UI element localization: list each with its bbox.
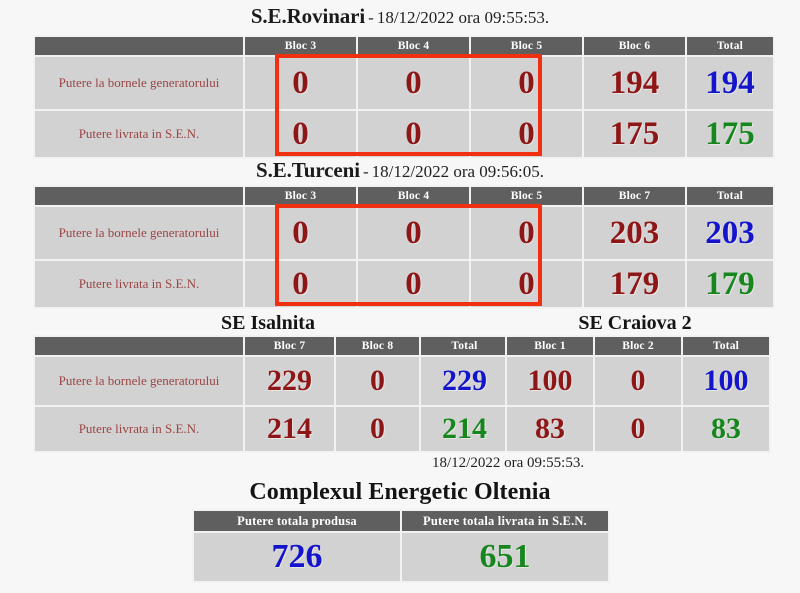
cell-bloc5: 0 (471, 207, 582, 259)
cell-total-produced: 726 (194, 533, 400, 581)
col-header-bloc7: Bloc 7 (584, 187, 685, 205)
cell-bloc6: 194 (584, 57, 685, 109)
table-row: Putere la bornele generatorului 0 0 0 19… (35, 57, 773, 109)
col-header-blank (35, 187, 243, 205)
col-header-total-produced: Putere totala produsa (194, 511, 400, 531)
summary-title: Complexul Energetic Oltenia (0, 479, 800, 506)
cell-bloc7: 203 (584, 207, 685, 259)
cell-bloc4: 0 (358, 111, 469, 157)
table-rovinari: Bloc 3 Bloc 4 Bloc 5 Bloc 6 Total Putere… (33, 35, 775, 159)
station-name: SE Craiova 2 (578, 312, 692, 334)
col-header-total: Total (687, 37, 773, 55)
col-header-bloc3: Bloc 3 (245, 187, 356, 205)
cell-total: 175 (687, 111, 773, 157)
row-label-delivered: Putere livrata in S.E.N. (35, 111, 243, 157)
cell-bloc1: 100 (507, 357, 593, 405)
table-row: 83 0 83 (507, 407, 769, 451)
cell-total: 203 (687, 207, 773, 259)
cell-bloc5: 0 (471, 57, 582, 109)
cell-bloc3: 0 (245, 207, 356, 259)
cell-bloc4: 0 (358, 261, 469, 307)
section-timestamp: 18/12/2022 ora 09:56:05. (371, 162, 544, 181)
cell-bloc5: 0 (471, 111, 582, 157)
cell-bloc5: 0 (471, 261, 582, 307)
col-header-blank (35, 337, 243, 355)
title-separator: - (362, 162, 369, 181)
col-header-bloc4: Bloc 4 (358, 37, 469, 55)
cell-bloc1: 83 (507, 407, 593, 451)
col-header-bloc4: Bloc 4 (358, 187, 469, 205)
cell-total: 83 (683, 407, 769, 451)
table-header-row: Bloc 1 Bloc 2 Total (507, 337, 769, 355)
col-header-blank (35, 37, 243, 55)
table-row: Putere la bornele generatorului 0 0 0 20… (35, 207, 773, 259)
section-title-craiova2: SE Craiova 2 (505, 312, 765, 335)
col-header-total: Total (683, 337, 769, 355)
table-header-row: Bloc 3 Bloc 4 Bloc 5 Bloc 6 Total (35, 37, 773, 55)
row-label-delivered: Putere livrata in S.E.N. (35, 261, 243, 307)
table-summary: Putere totala produsa Putere totala livr… (192, 509, 610, 583)
station-name: S.E.Turceni (256, 158, 360, 182)
col-header-total: Total (421, 337, 508, 355)
cell-bloc7: 214 (245, 407, 334, 451)
title-separator: - (368, 8, 374, 27)
table-row: Putere livrata in S.E.N. 0 0 0 179 179 (35, 261, 773, 307)
cell-total: 229 (421, 357, 508, 405)
cell-bloc7: 229 (245, 357, 334, 405)
table-row: Putere livrata in S.E.N. 214 0 214 (35, 407, 508, 451)
table-row: 726 651 (194, 533, 608, 581)
table-header-row: Bloc 3 Bloc 4 Bloc 5 Bloc 7 Total (35, 187, 773, 205)
section-title-isalnita: SE Isalnita (33, 312, 503, 335)
col-header-bloc3: Bloc 3 (245, 37, 356, 55)
cell-bloc4: 0 (358, 207, 469, 259)
row-label-delivered: Putere livrata in S.E.N. (35, 407, 243, 451)
col-header-bloc2: Bloc 2 (595, 337, 681, 355)
station-name: SE Isalnita (221, 312, 315, 334)
cell-bloc6: 175 (584, 111, 685, 157)
cell-total: 100 (683, 357, 769, 405)
section-timestamp: 18/12/2022 ora 09:55:53. (376, 8, 550, 27)
col-header-bloc1: Bloc 1 (507, 337, 593, 355)
cell-total: 214 (421, 407, 508, 451)
table-header-row: Bloc 7 Bloc 8 Total (35, 337, 508, 355)
cell-bloc3: 0 (245, 261, 356, 307)
col-header-total: Total (687, 187, 773, 205)
table-isalnita: Bloc 7 Bloc 8 Total Putere la bornele ge… (33, 335, 510, 453)
cell-bloc8: 0 (336, 357, 419, 405)
company-name: Complexul Energetic Oltenia (249, 479, 551, 505)
col-header-bloc7: Bloc 7 (245, 337, 334, 355)
section-title-turceni: S.E.Turceni -18/12/2022 ora 09:56:05. (0, 158, 800, 183)
col-header-bloc5: Bloc 5 (471, 187, 582, 205)
summary-timestamp: 18/12/2022 ora 09:55:53. (432, 455, 585, 471)
cell-bloc4: 0 (358, 57, 469, 109)
cell-bloc3: 0 (245, 111, 356, 157)
table-row: Putere la bornele generatorului 229 0 22… (35, 357, 508, 405)
cell-bloc2: 0 (595, 357, 681, 405)
col-header-total-delivered: Putere totala livrata in S.E.N. (402, 511, 608, 531)
table-row: Putere livrata in S.E.N. 0 0 0 175 175 (35, 111, 773, 157)
station-name: S.E.Rovinari (250, 4, 366, 28)
row-label-generator: Putere la bornele generatorului (35, 357, 243, 405)
row-label-generator: Putere la bornele generatorului (35, 57, 243, 109)
cell-bloc7: 179 (584, 261, 685, 307)
table-header-row: Putere totala produsa Putere totala livr… (194, 511, 608, 531)
cell-bloc8: 0 (336, 407, 419, 451)
cell-total: 194 (687, 57, 773, 109)
cell-bloc3: 0 (245, 57, 356, 109)
cell-total: 179 (687, 261, 773, 307)
col-header-bloc8: Bloc 8 (336, 337, 419, 355)
table-turceni: Bloc 3 Bloc 4 Bloc 5 Bloc 7 Total Putere… (33, 185, 775, 309)
row-label-generator: Putere la bornele generatorului (35, 207, 243, 259)
col-header-bloc5: Bloc 5 (471, 37, 582, 55)
table-row: 100 0 100 (507, 357, 769, 405)
cell-total-delivered: 651 (402, 533, 608, 581)
col-header-bloc6: Bloc 6 (584, 37, 685, 55)
section-title-rovinari: S.E.Rovinari -18/12/2022 ora 09:55:53. (0, 4, 800, 29)
cell-bloc2: 0 (595, 407, 681, 451)
table-craiova2: Bloc 1 Bloc 2 Total 100 0 100 83 0 83 (505, 335, 771, 453)
